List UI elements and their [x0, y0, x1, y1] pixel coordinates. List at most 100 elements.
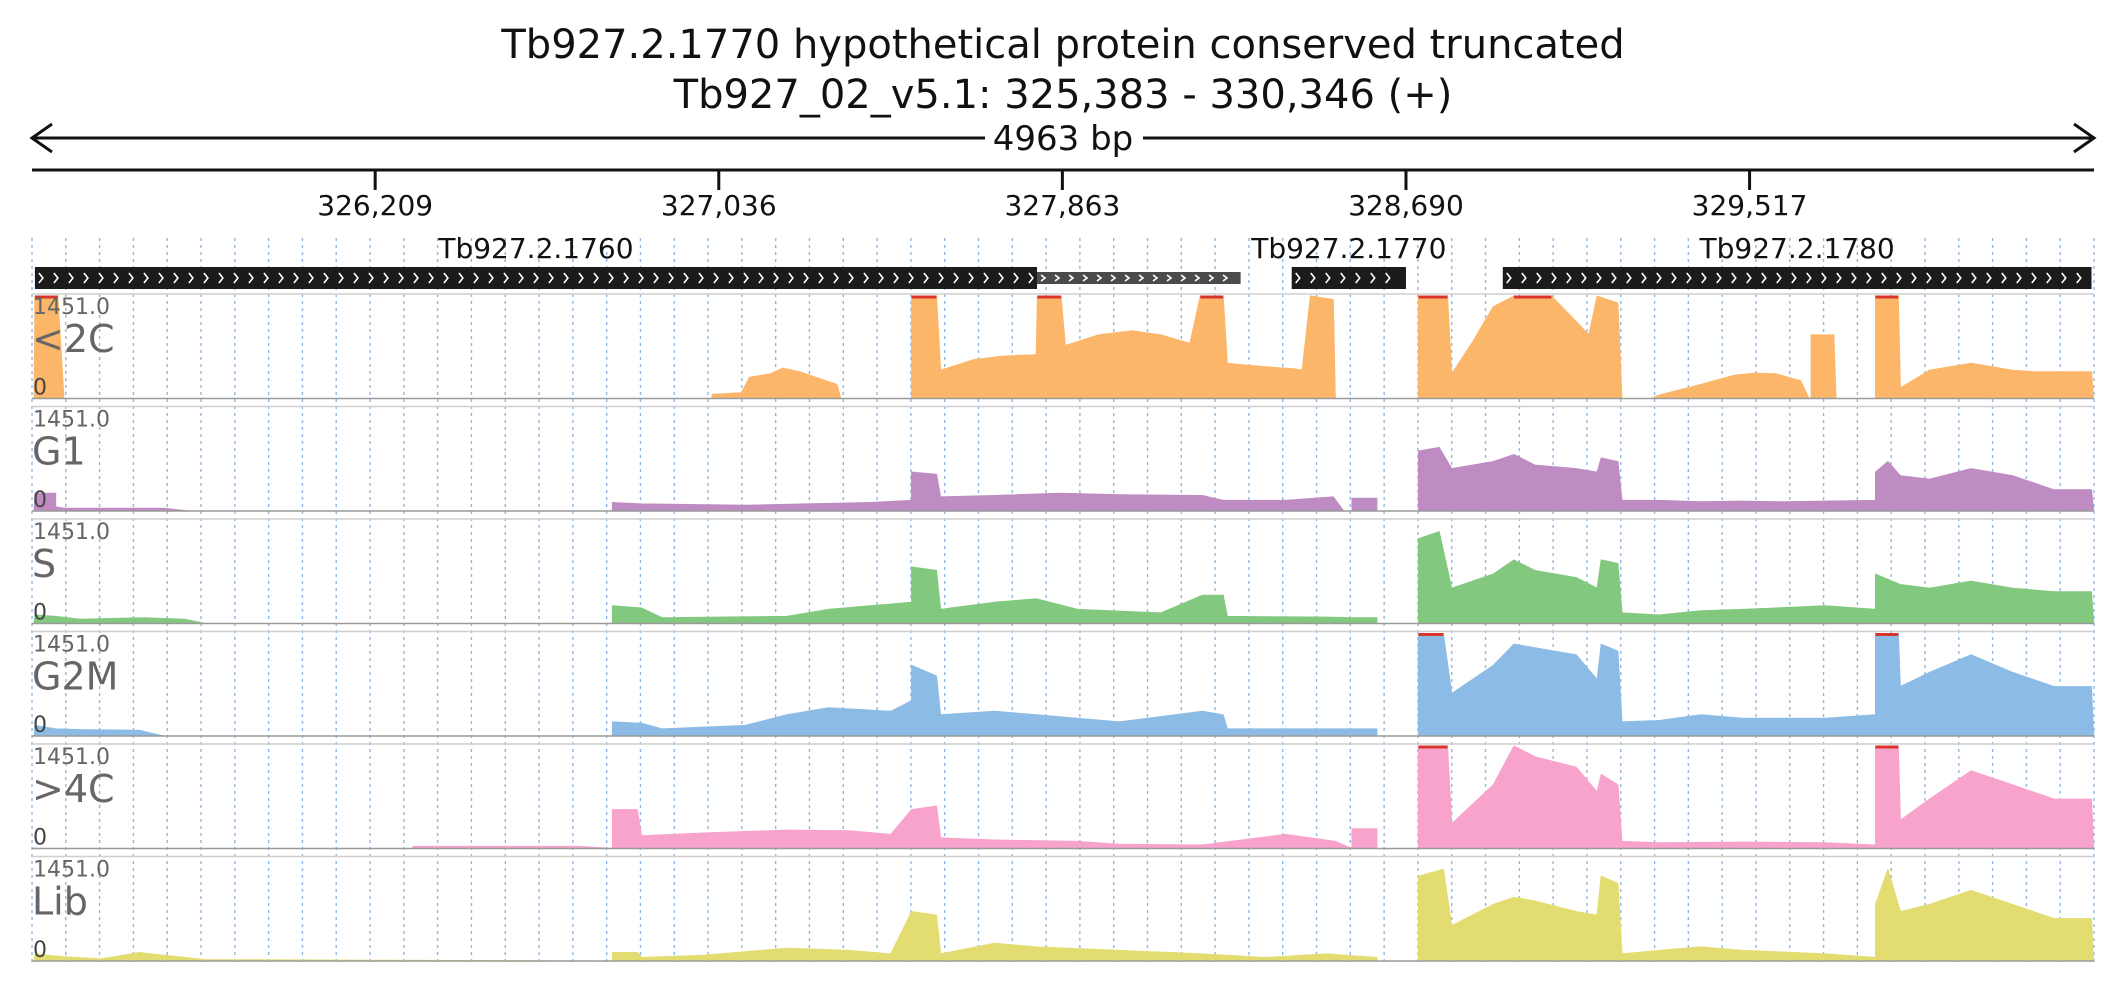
track-max-label: 1451.0 — [33, 858, 110, 883]
strand-chevron — [1686, 272, 1692, 284]
strand-chevron — [1385, 272, 1391, 284]
strand-chevron — [983, 272, 989, 284]
span-arrow-right-head — [2073, 122, 2097, 154]
strand-chevron — [173, 272, 179, 284]
strand-chevron — [1096, 274, 1103, 282]
strand-chevron — [1851, 272, 1857, 284]
strand-chevron — [248, 272, 254, 284]
track-zero-label: 0 — [33, 601, 47, 626]
ruler-tick-label: 328,690 — [1348, 189, 1464, 222]
strand-chevron — [1054, 274, 1061, 282]
coverage-area-2C — [33, 295, 2095, 399]
strand-chevron — [2061, 272, 2067, 284]
strand-chevron — [488, 272, 494, 284]
track-max-label: 1451.0 — [33, 633, 110, 658]
strand-chevron — [473, 272, 479, 284]
strand-chevron — [98, 272, 104, 284]
strand-chevron — [338, 272, 344, 284]
strand-chevron — [68, 272, 74, 284]
coverage-area-G1 — [33, 446, 2095, 512]
strand-chevron — [353, 272, 359, 284]
strand-chevron — [683, 272, 689, 284]
strand-chevron — [218, 272, 224, 284]
strand-chevron — [1716, 272, 1722, 284]
strand-chevron — [1551, 272, 1557, 284]
strand-chevron — [1208, 274, 1215, 282]
strand-chevron — [1821, 272, 1827, 284]
strand-chevron — [728, 272, 734, 284]
strand-chevron — [1310, 272, 1316, 284]
strand-chevron — [1124, 274, 1131, 282]
ruler-ticks: 326,209 327,036 327,863 328,690 329,517 — [317, 170, 1807, 222]
strand-chevron — [1986, 272, 1992, 284]
strand-chevron — [953, 272, 959, 284]
coverage-area-Lib — [33, 867, 2095, 962]
strand-chevron — [368, 272, 374, 284]
strand-chevron — [458, 272, 464, 284]
strand-chevron — [1536, 272, 1542, 284]
strand-chevron — [1971, 272, 1977, 284]
strand-chevron — [1881, 272, 1887, 284]
strand-chevron — [743, 272, 749, 284]
track-zero-label: 0 — [33, 938, 47, 963]
strand-chevron — [773, 272, 779, 284]
strand-chevron — [1355, 272, 1361, 284]
strand-chevron — [1641, 272, 1647, 284]
strand-chevron — [443, 272, 449, 284]
span-arrow: 4963 bp — [29, 119, 2097, 159]
strand-chevron — [278, 272, 284, 284]
strand-chevron — [1340, 272, 1346, 284]
strand-chevron — [1941, 272, 1947, 284]
track-zero-label: 0 — [33, 713, 47, 738]
strand-chevron — [428, 272, 434, 284]
strand-chevron — [1911, 272, 1917, 284]
strand-chevron — [1370, 272, 1376, 284]
strand-chevron — [1656, 272, 1662, 284]
track-zero-label: 0 — [33, 376, 47, 401]
strand-chevron — [1776, 272, 1782, 284]
chart-title: Tb927.2.1770 hypothetical protein conser… — [500, 22, 1624, 68]
ruler-tick-label: 329,517 — [1692, 189, 1808, 222]
strand-chevron — [1866, 272, 1872, 284]
strand-chevron — [833, 272, 839, 284]
gene-label: Tb927.2.1760 — [437, 232, 633, 265]
strand-chevron — [1836, 272, 1842, 284]
strand-chevron — [758, 272, 764, 284]
span-arrow-left-head — [29, 122, 53, 154]
strand-chevron — [83, 272, 89, 284]
strand-chevron — [938, 272, 944, 284]
strand-chevron — [158, 272, 164, 284]
strand-chevron — [623, 272, 629, 284]
strand-chevron — [578, 272, 584, 284]
strand-chevron — [818, 272, 824, 284]
gene-annotation-track: Tb927.2.1760 Tb927.2.1770 Tb927.2.1780 — [34, 232, 2092, 289]
gene-label: Tb927.2.1770 — [1250, 232, 1446, 265]
coverage-area-4C — [34, 745, 2095, 850]
strand-chevron — [638, 272, 644, 284]
strand-chevron — [968, 272, 974, 284]
track-name-label: Lib — [32, 880, 88, 924]
ruler-tick-label: 327,036 — [661, 189, 777, 222]
strand-chevron — [518, 272, 524, 284]
track-zero-label: 0 — [33, 826, 47, 851]
strand-chevron — [593, 272, 599, 284]
coverage-area-G2M — [33, 633, 2095, 737]
strand-chevron — [923, 272, 929, 284]
strand-chevron — [1626, 272, 1632, 284]
strand-chevron — [1566, 272, 1572, 284]
track-max-label: 1451.0 — [33, 520, 110, 545]
strand-chevron — [533, 272, 539, 284]
strand-chevron — [1506, 272, 1512, 284]
track-max-label: 1451.0 — [33, 408, 110, 433]
strand-chevron — [2046, 272, 2052, 284]
strand-chevron — [668, 272, 674, 284]
strand-chevron — [2031, 272, 2037, 284]
strand-chevron — [143, 272, 149, 284]
strand-chevron — [233, 272, 239, 284]
strand-chevron — [1761, 272, 1767, 284]
strand-chevron — [1138, 274, 1145, 282]
strand-chevron — [383, 272, 389, 284]
strand-chevron — [1222, 274, 1229, 282]
